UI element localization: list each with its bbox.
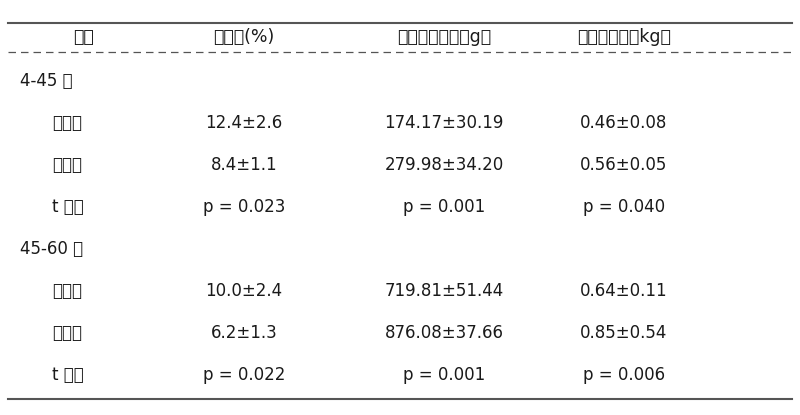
Text: 4-45 天: 4-45 天 (20, 72, 73, 90)
Text: t 检验: t 检验 (52, 198, 84, 216)
Text: 719.81±51.44: 719.81±51.44 (384, 282, 504, 300)
Text: 10.0±2.4: 10.0±2.4 (206, 282, 282, 300)
Text: p = 0.022: p = 0.022 (203, 366, 285, 384)
Text: t 检验: t 检验 (52, 366, 84, 384)
Text: 279.98±34.20: 279.98±34.20 (384, 156, 504, 174)
Text: p = 0.001: p = 0.001 (403, 198, 485, 216)
Text: 对照组: 对照组 (52, 114, 82, 132)
Text: 876.08±37.66: 876.08±37.66 (385, 324, 503, 342)
Text: 12.4±2.6: 12.4±2.6 (206, 114, 282, 132)
Text: 试验组: 试验组 (52, 156, 82, 174)
Text: 8.4±1.1: 8.4±1.1 (210, 156, 278, 174)
Text: 0.64±0.11: 0.64±0.11 (580, 282, 668, 300)
Text: p = 0.001: p = 0.001 (403, 366, 485, 384)
Text: p = 0.006: p = 0.006 (583, 366, 665, 384)
Text: 0.46±0.08: 0.46±0.08 (580, 114, 668, 132)
Text: 项目: 项目 (74, 28, 94, 46)
Text: 平均日采食量（g）: 平均日采食量（g） (397, 28, 491, 46)
Text: p = 0.023: p = 0.023 (203, 198, 285, 216)
Text: 试验组: 试验组 (52, 324, 82, 342)
Text: 0.56±0.05: 0.56±0.05 (580, 156, 668, 174)
Text: 0.85±0.54: 0.85±0.54 (580, 324, 668, 342)
Text: 45-60 天: 45-60 天 (20, 240, 83, 258)
Text: 对照组: 对照组 (52, 282, 82, 300)
Text: 174.17±30.19: 174.17±30.19 (384, 114, 504, 132)
Text: 平均日增重（kg）: 平均日增重（kg） (577, 28, 671, 46)
Text: 6.2±1.3: 6.2±1.3 (210, 324, 278, 342)
Text: 腹泻率(%): 腹泻率(%) (214, 28, 274, 46)
Text: p = 0.040: p = 0.040 (583, 198, 665, 216)
